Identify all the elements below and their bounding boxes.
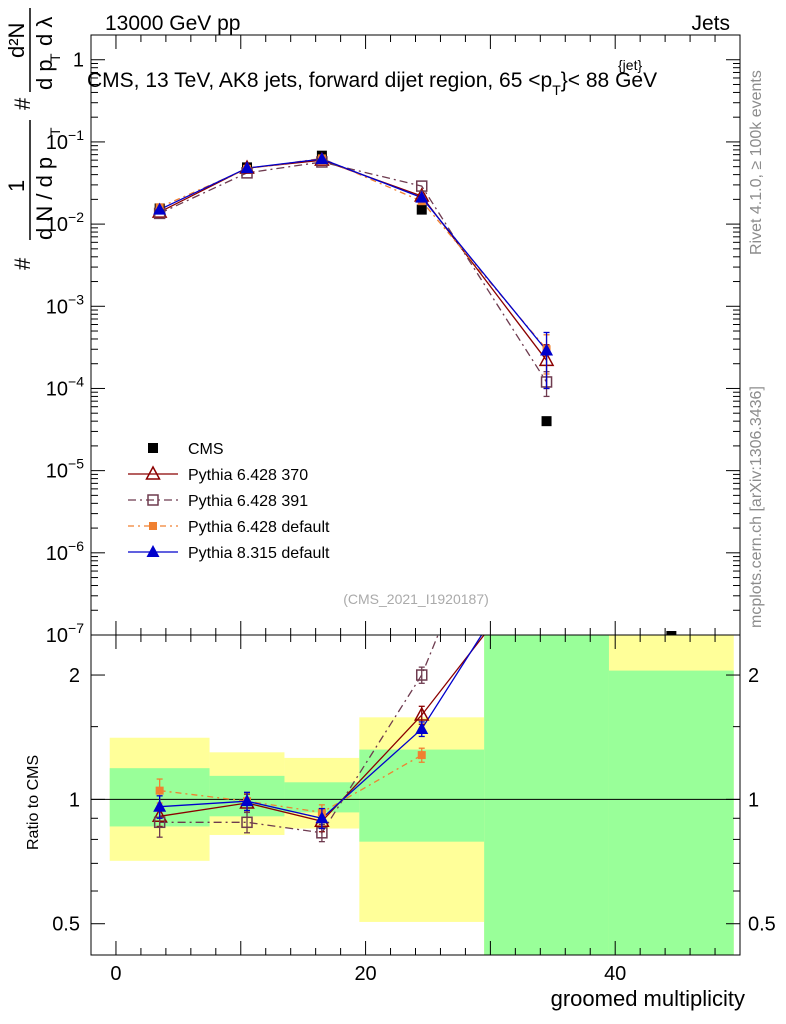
y-label-dn-sub: T	[47, 127, 63, 136]
ratio-point-pythia-8-315-default	[153, 799, 167, 812]
y-tick-label: 10−7	[46, 620, 84, 647]
ratio-point-pythia-8-315-default	[240, 794, 254, 807]
ratio-y-tick-label-right: 2	[748, 665, 759, 687]
ratio-point-pythia-6-428-391	[415, 669, 428, 681]
header-left: 13000 GeV pp	[105, 12, 240, 35]
y-label-dn: d N / d p	[32, 157, 57, 240]
legend-marker-cms	[148, 443, 158, 453]
ratio-y-tick-label-right: 0.5	[748, 914, 776, 936]
point-pythia-8-315-default	[540, 343, 554, 356]
x-axis-label: groomed multiplicity	[551, 986, 745, 1011]
ratio-series-markers	[151, 631, 677, 843]
ratio-y-tick-label: 0.5	[52, 914, 80, 936]
x-tick-label: 40	[604, 963, 626, 985]
plot-title-main: CMS, 13 TeV, AK8 jets, forward dijet reg…	[87, 69, 552, 92]
y-label-dpt: d p	[32, 59, 57, 90]
plot-title-sub: T	[552, 82, 561, 98]
point-pythia-8-315-default	[240, 161, 254, 174]
y-label-hash2: #	[10, 97, 35, 110]
uncertainty-band-green	[608, 670, 734, 955]
upper-y-label: # 1 d N / d p T # d²N d p T d λ	[4, 8, 63, 270]
point-pythia-8-315-default	[315, 151, 329, 164]
y-tick-label: 10−2	[46, 209, 84, 236]
y-label-one: 1	[4, 180, 29, 192]
y-label-dlambda: d λ	[32, 17, 57, 46]
analysis-watermark: (CMS_2021_I1920187)	[343, 591, 489, 607]
line-pythia-6-428-391	[159, 161, 548, 383]
ratio-bands	[91, 635, 740, 955]
point-pythia-8-315-default	[153, 202, 167, 215]
cms-overflow-marker	[666, 631, 677, 635]
y-tick-label: 10−4	[46, 373, 84, 400]
legend-marker-pythia-6-428-391	[147, 494, 159, 506]
line-pythia-6-428-default	[159, 157, 547, 350]
legend-marker-pythia-6-428-default	[149, 522, 157, 530]
ratio-point-pythia-6-428-370	[413, 706, 430, 721]
legend-marker-pythia-8-315-default	[146, 545, 160, 557]
y-tick-label: 1	[73, 50, 84, 72]
ratio-y-label: Ratio to CMS	[25, 755, 42, 850]
y-label-d2n: d²N	[4, 23, 29, 58]
point-pythia-8-315-default	[415, 190, 429, 203]
legend-label-pythia-6-428-391: Pythia 6.428 391	[188, 493, 308, 510]
x-tick-label: 20	[354, 963, 376, 985]
legend-label-cms: CMS	[188, 441, 224, 458]
ratio-point-pythia-6-428-default	[417, 751, 426, 760]
ratio-point-pythia-6-428-391	[241, 816, 253, 829]
ratio-y-tick-label: 2	[69, 665, 80, 687]
upper-y-axis: 1 10−1 10−2 10−3 10−4 10−5 10−6 10−7	[46, 34, 741, 647]
y-tick-label: 10−5	[46, 456, 84, 483]
uncertainty-band-green	[359, 749, 485, 842]
y-tick-label: 10−3	[46, 291, 84, 318]
mcplots-label: mcplots.cern.ch [arXiv:1306.3436]	[748, 386, 765, 628]
legend-label-pythia-8-315-default: Pythia 8.315 default	[188, 545, 330, 562]
plot-title-end: }< 88 GeV	[561, 69, 657, 92]
uncertainty-band-green	[484, 635, 609, 955]
y-tick-label: 10−6	[46, 538, 84, 565]
plot-title-sup: {jet}	[618, 57, 642, 73]
y-label-hash1: #	[10, 257, 35, 270]
ratio-axes: 0.5 0.51 12 20 20 40	[52, 635, 776, 985]
upper-series-lines	[159, 157, 548, 383]
upper-series-markers	[151, 150, 555, 427]
rivet-label: Rivet 4.1.0, ≥ 100k events	[748, 70, 765, 255]
legend-marker-pythia-6-428-370	[145, 465, 161, 480]
ratio-point-pythia-8-315-default	[315, 811, 329, 824]
point-cms	[541, 416, 552, 427]
ratio-point-pythia-8-315-default	[415, 722, 429, 735]
line-pythia-8-315-default	[159, 158, 548, 351]
ratio-point-pythia-6-428-default	[155, 786, 164, 795]
y-tick-label: 10−1	[46, 127, 84, 154]
ratio-y-tick-label: 1	[69, 789, 80, 811]
header-right: Jets	[691, 12, 730, 35]
point-cms	[416, 204, 427, 215]
y-label-dpt-sub: T	[47, 53, 63, 62]
legend-label-pythia-6-428-default: Pythia 6.428 default	[188, 519, 330, 536]
ratio-y-tick-label-right: 1	[748, 789, 759, 811]
legend-label-pythia-6-428-370: Pythia 6.428 370	[188, 467, 308, 484]
legend: CMS Pythia 6.428 370 Pythia 6.428 391 Pythi…	[128, 441, 330, 562]
x-tick-label: 0	[110, 963, 121, 985]
line-pythia-6-428-370	[159, 159, 548, 361]
plot-title: CMS, 13 TeV, AK8 jets, forward dijet reg…	[87, 69, 657, 98]
